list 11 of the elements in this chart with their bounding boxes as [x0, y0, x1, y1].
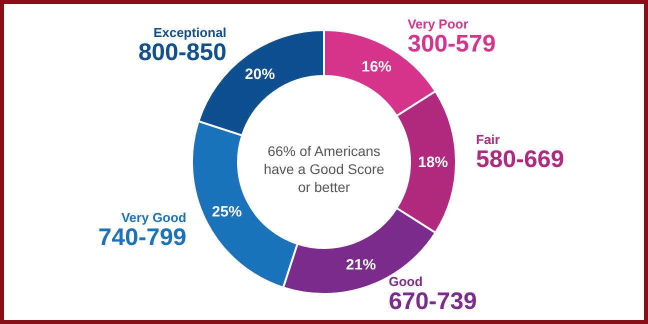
data-label: 25% [212, 203, 242, 220]
data-label: 21% [346, 256, 376, 274]
category-label: Very Good 740-799 [98, 210, 186, 251]
category-label: Very Poor 300-579 [408, 16, 496, 58]
text: 66% of Americans have a Good Score or better [264, 143, 385, 195]
data-label: 18% [418, 154, 448, 171]
category-label: Exceptional 800-850 [138, 25, 226, 66]
category-label: Fair 580-669 [476, 132, 564, 173]
data-label: 20% [244, 66, 275, 83]
data-label: 16% [361, 58, 392, 76]
category-label: Good 670-739 [388, 274, 477, 316]
